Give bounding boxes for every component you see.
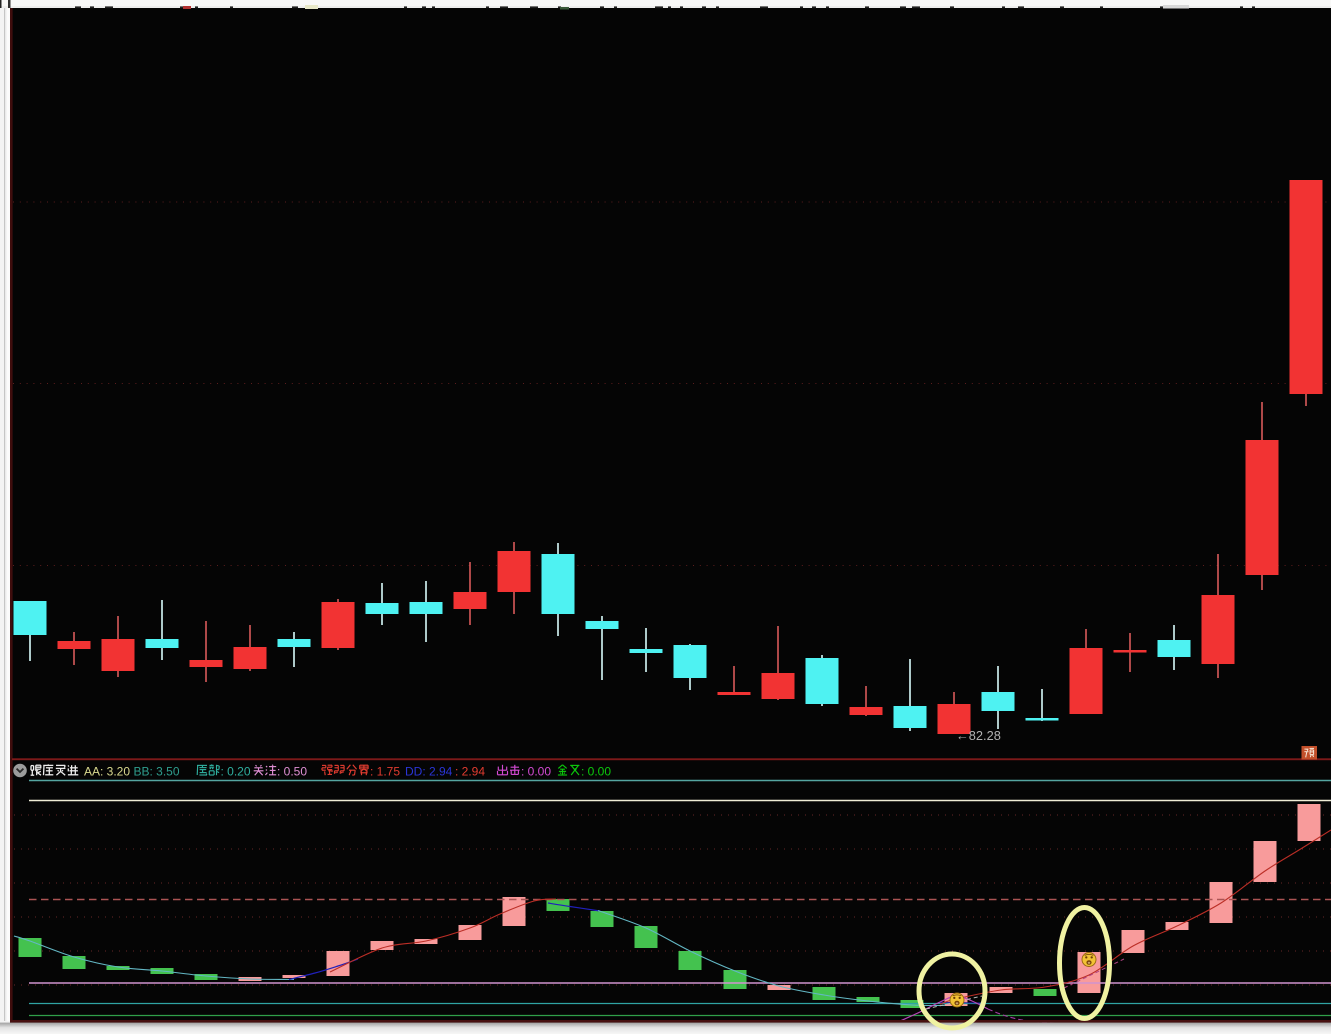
- svg-text:DD: 2.94: DD: 2.94: [405, 765, 453, 779]
- svg-text:BB: 3.50: BB: 3.50: [134, 765, 180, 779]
- svg-text:: 0.00: : 0.00: [581, 765, 611, 779]
- svg-text:: 2.94: : 2.94: [455, 765, 485, 779]
- svg-text:←82.28: ←82.28: [956, 728, 1001, 743]
- svg-text:: 0.00: : 0.00: [521, 765, 551, 779]
- svg-text:: 0.50: : 0.50: [277, 765, 307, 779]
- svg-text:: 1.75: : 1.75: [370, 765, 400, 779]
- svg-text:: 0.20: : 0.20: [221, 765, 251, 779]
- svg-text:AA: 3.20: AA: 3.20: [84, 765, 130, 779]
